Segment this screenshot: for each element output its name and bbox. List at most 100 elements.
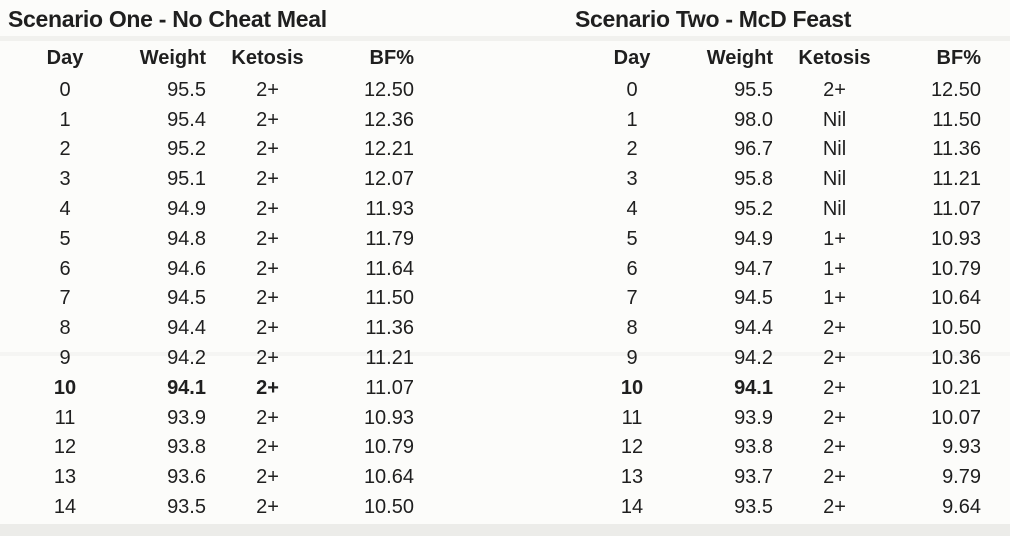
cell-weight: 94.7	[734, 257, 773, 280]
cell-day: 11	[621, 406, 643, 429]
cell-weight: 95.5	[734, 78, 773, 101]
cell-day: 5	[59, 227, 71, 250]
cell-ketosis: 2+	[256, 406, 279, 429]
cell-ketosis: 2+	[256, 287, 279, 310]
cell-bf-percent: 10.07	[930, 406, 981, 429]
cell-bf-percent: 11.79	[365, 227, 414, 250]
cell-day: 14	[620, 495, 644, 518]
cell-bf-percent: 11.50	[365, 287, 414, 310]
cell-ketosis: 2+	[823, 346, 846, 369]
cell-weight: 94.6	[167, 257, 206, 280]
cell-ketosis: 2+	[823, 495, 846, 518]
cell-weight: 94.9	[167, 197, 206, 220]
cell-weight: 93.9	[167, 406, 206, 429]
cell-weight: 94.1	[734, 376, 773, 399]
cell-bf-percent: 11.21	[365, 346, 414, 369]
cell-bf-percent: 10.93	[363, 406, 414, 429]
scenario-two-table: Scenario Two - McD Feast Day Weight Ketosi…	[575, 4, 1010, 523]
cell-ketosis: 2+	[823, 376, 846, 399]
cell-bf-percent: 11.21	[932, 168, 981, 191]
cell-day: 0	[59, 78, 71, 101]
cell-bf-percent: 12.07	[363, 168, 414, 191]
cell-bf-percent: 10.50	[363, 495, 414, 518]
cell-bf-percent: 12.50	[930, 78, 981, 101]
cell-bf-percent: 11.07	[365, 376, 414, 399]
cell-bf-percent: 11.36	[365, 317, 414, 340]
column-header-day: Day	[613, 47, 651, 69]
cell-day: 12	[53, 436, 77, 459]
cell-weight: 95.4	[167, 108, 206, 131]
cell-weight: 94.1	[167, 376, 206, 399]
column-header-ketosis: Ketosis	[798, 47, 871, 69]
cell-ketosis: 2+	[823, 466, 846, 489]
cell-bf-percent: 9.79	[942, 466, 981, 489]
cell-weight: 95.2	[167, 138, 206, 161]
cell-ketosis: 2+	[256, 227, 279, 250]
cell-weight: 94.9	[734, 227, 773, 250]
cell-ketosis: 1+	[823, 227, 846, 250]
cell-day: 3	[626, 168, 638, 191]
cell-ketosis: 2+	[256, 138, 279, 161]
cell-bf-percent: 11.07	[932, 197, 981, 220]
cell-day: 1	[59, 108, 71, 131]
cell-bf-percent: 9.64	[942, 495, 981, 518]
cell-day: 14	[53, 495, 77, 518]
cell-ketosis: 2+	[823, 436, 846, 459]
cell-bf-percent: 11.50	[932, 108, 981, 131]
cell-ketosis: 2+	[256, 197, 279, 220]
cell-bf-percent: 10.93	[930, 227, 981, 250]
scenario-one-grid: Day Weight Ketosis BF% 0 95.5 2+ 12.50 1 95.4 2+ 12…	[25, 44, 500, 523]
cell-day: 8	[626, 317, 638, 340]
cell-weight: 96.7	[734, 138, 773, 161]
cell-ketosis: 2+	[256, 495, 279, 518]
cell-day: 12	[620, 436, 644, 459]
cell-ketosis: 1+	[823, 257, 846, 280]
column-header-day: Day	[46, 47, 84, 69]
scenario-one-table: Scenario One - No Cheat Meal Day Weight Ke…	[8, 4, 500, 523]
cell-day: 1	[626, 108, 638, 131]
cell-day: 7	[59, 287, 71, 310]
cell-bf-percent: 10.21	[930, 376, 981, 399]
scenario-one-title: Scenario One - No Cheat Meal	[8, 6, 327, 32]
scan-artifact-streak	[0, 524, 1010, 536]
cell-ketosis: 2+	[256, 346, 279, 369]
scenario-two-title: Scenario Two - McD Feast	[575, 6, 852, 32]
cell-weight: 93.5	[167, 495, 206, 518]
cell-bf-percent: 12.50	[363, 78, 414, 101]
cell-ketosis: 2+	[256, 78, 279, 101]
cell-weight: 95.1	[167, 168, 206, 191]
cell-weight: 93.9	[734, 406, 773, 429]
cell-day: 11	[54, 406, 76, 429]
cell-day: 5	[626, 227, 638, 250]
cell-bf-percent: 12.21	[363, 138, 414, 161]
cell-bf-percent: 11.36	[932, 138, 981, 161]
cell-weight: 93.6	[167, 466, 206, 489]
cell-weight: 98.0	[734, 108, 773, 131]
cell-day: 2	[626, 138, 638, 161]
cell-day: 2	[59, 138, 71, 161]
cell-bf-percent: 10.50	[930, 317, 981, 340]
cell-weight: 93.8	[167, 436, 206, 459]
cell-day: 6	[59, 257, 71, 280]
cell-ketosis: 2+	[256, 108, 279, 131]
cell-weight: 94.2	[734, 346, 773, 369]
cell-day: 7	[626, 287, 638, 310]
cell-ketosis: 2+	[823, 78, 846, 101]
cell-weight: 94.4	[734, 317, 773, 340]
cell-ketosis: 2+	[256, 466, 279, 489]
cell-ketosis: Nil	[822, 138, 847, 161]
cell-weight: 94.2	[167, 346, 206, 369]
cell-day: 9	[626, 346, 638, 369]
cell-ketosis: 2+	[256, 257, 279, 280]
column-header-bf-percent: BF%	[369, 47, 414, 69]
cell-ketosis: 2+	[256, 436, 279, 459]
cell-weight: 95.5	[167, 78, 206, 101]
cell-weight: 95.2	[734, 197, 773, 220]
cell-bf-percent: 9.93	[942, 436, 981, 459]
cell-weight: 94.8	[167, 227, 206, 250]
cell-weight: 93.5	[734, 495, 773, 518]
cell-ketosis: 2+	[823, 317, 846, 340]
cell-ketosis: Nil	[822, 168, 847, 191]
cell-bf-percent: 11.64	[365, 257, 414, 280]
cell-weight: 94.5	[734, 287, 773, 310]
